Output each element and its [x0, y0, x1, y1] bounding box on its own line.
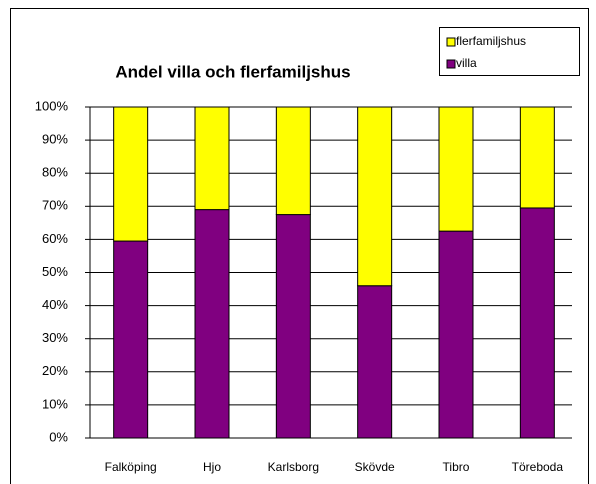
y-tick-label: 20% — [42, 363, 68, 378]
legend-swatch — [446, 37, 456, 47]
chart-title: Andel villa och flerfamiljshus — [115, 62, 350, 81]
y-tick-label: 80% — [42, 165, 68, 180]
bar-segment — [519, 106, 555, 209]
bar-segment — [113, 106, 149, 242]
bar-segment — [194, 209, 230, 439]
bar-segment — [438, 106, 474, 232]
x-tick-label: Falköping — [105, 460, 157, 474]
bar-segment — [438, 230, 474, 439]
x-tick-label: Töreboda — [512, 460, 564, 474]
bar-segment — [519, 207, 555, 439]
x-tick-label: Tibro — [443, 460, 470, 474]
y-tick-label: 60% — [42, 231, 68, 246]
x-tick-label: Skövde — [355, 460, 395, 474]
legend-label: flerfamiljshus — [456, 34, 526, 48]
y-tick-label: 70% — [42, 198, 68, 213]
x-tick-label: Karlsborg — [268, 460, 319, 474]
y-tick-label: 40% — [42, 297, 68, 312]
bar-segment — [194, 106, 230, 211]
bar-segment — [113, 240, 149, 439]
bar-segment — [275, 106, 311, 216]
y-tick-label: 50% — [42, 264, 68, 279]
y-tick-label: 10% — [42, 396, 68, 411]
legend-label: villa — [456, 56, 477, 70]
y-tick-label: 0% — [49, 429, 68, 444]
y-tick-label: 30% — [42, 330, 68, 345]
x-tick-label: Hjo — [203, 460, 221, 474]
bar-segment — [357, 106, 393, 287]
y-tick-label: 100% — [35, 98, 69, 113]
bar-segment — [357, 285, 393, 439]
legend-box — [439, 27, 580, 76]
y-tick-label: 90% — [42, 132, 68, 147]
legend-swatch — [446, 59, 456, 69]
bar-segment — [275, 214, 311, 439]
